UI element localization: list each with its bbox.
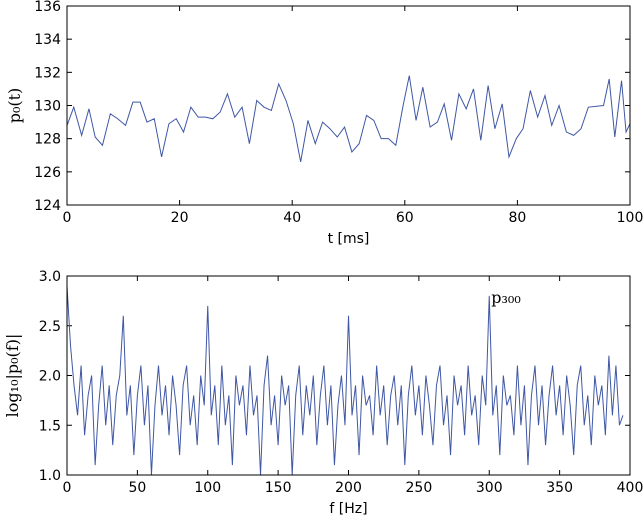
x-tick-label: 300 xyxy=(476,480,503,496)
x-tick-label: 60 xyxy=(396,210,414,226)
x-axis-label: t [ms] xyxy=(328,231,370,247)
x-tick-label: 100 xyxy=(617,210,644,226)
y-axis-label: log₁₀|p₀(f)| xyxy=(3,334,22,418)
x-tick-label: 400 xyxy=(617,480,644,496)
line xyxy=(67,75,630,162)
x-tick-label: 100 xyxy=(194,480,221,496)
x-tick-label: 200 xyxy=(335,480,362,496)
y-tick-label: 3.0 xyxy=(39,269,61,285)
y-tick-label: 132 xyxy=(34,65,61,81)
annotation: p₃₀₀ xyxy=(491,288,520,307)
x-tick-label: 250 xyxy=(406,480,433,496)
x-tick-label: 40 xyxy=(283,210,301,226)
y-tick-label: 130 xyxy=(34,99,61,115)
y-tick-label: 134 xyxy=(34,32,61,48)
y-tick-label: 2.0 xyxy=(39,369,61,385)
y-tick-label: 1.5 xyxy=(39,418,61,434)
x-tick-label: 0 xyxy=(63,480,72,496)
y-tick-label: 128 xyxy=(34,132,61,148)
y-tick-label: 126 xyxy=(34,165,61,181)
y-tick-label: 124 xyxy=(34,198,61,214)
x-tick-label: 80 xyxy=(508,210,526,226)
axes-frame xyxy=(66,275,631,476)
y-axis-label: p₀(t) xyxy=(5,88,24,124)
x-tick-label: 50 xyxy=(128,480,146,496)
axes-frame xyxy=(66,5,631,206)
x-axis-label: f [Hz] xyxy=(329,501,367,517)
x-tick-label: 150 xyxy=(265,480,292,496)
x-tick-label: 20 xyxy=(171,210,189,226)
y-tick-label: 1.0 xyxy=(39,468,61,484)
y-tick-label: 2.5 xyxy=(39,319,61,335)
x-tick-label: 0 xyxy=(63,210,72,226)
line xyxy=(67,285,624,475)
x-tick-label: 350 xyxy=(546,480,573,496)
y-tick-label: 136 xyxy=(34,0,61,15)
